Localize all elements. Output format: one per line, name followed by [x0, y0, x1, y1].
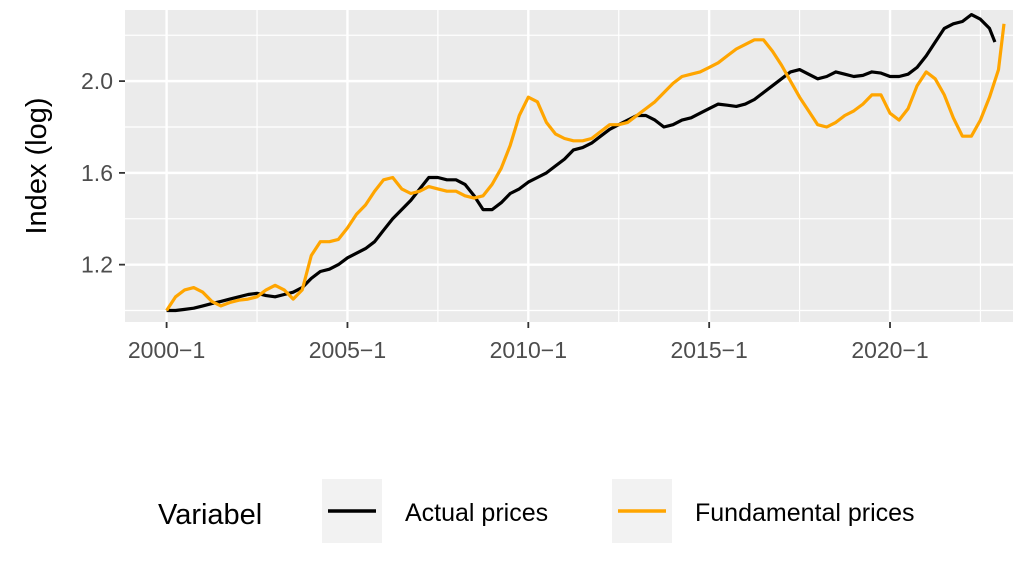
series-lines [165, 13, 1006, 313]
legend: Variabel Actual prices Fundamental price… [158, 479, 915, 543]
x-tick-label: 2020−1 [851, 337, 928, 363]
legend-label-fundamental: Fundamental prices [695, 499, 915, 527]
x-tick-label: 2015−1 [670, 337, 747, 363]
x-tick-label: 2010−1 [490, 337, 567, 363]
minor-gridlines [125, 10, 1013, 322]
series-line-fundamental-prices [165, 23, 1006, 312]
y-tick-label: 1.2 [81, 252, 113, 278]
legend-label-actual: Actual prices [405, 499, 548, 527]
plot-panel [125, 10, 1013, 322]
x-axis: 2000−1 2005−1 2010−1 2015−1 2020−1 [128, 322, 929, 363]
legend-title: Variabel [158, 499, 262, 531]
y-tick-label: 2.0 [81, 68, 113, 94]
major-gridlines [125, 10, 1013, 322]
x-tick-label: 2000−1 [128, 337, 205, 363]
y-axis-title: Index (log) [21, 97, 53, 234]
y-axis: 1.2 1.6 2.0 [81, 68, 125, 278]
y-tick-label: 1.6 [81, 160, 113, 186]
x-tick-label: 2005−1 [309, 337, 386, 363]
